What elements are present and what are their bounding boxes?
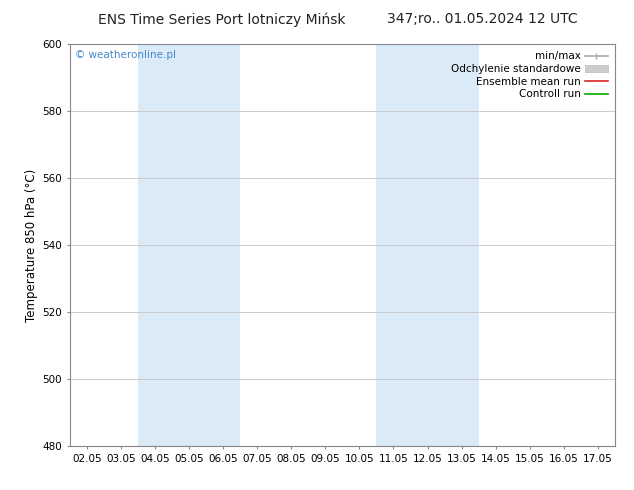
Bar [377, 44, 479, 446]
Text: © weatheronline.pl: © weatheronline.pl [75, 50, 176, 60]
Text: 347;ro.. 01.05.2024 12 UTC: 347;ro.. 01.05.2024 12 UTC [387, 12, 577, 26]
Legend: min/max, Odchylenie standardowe, Ensemble mean run, Controll run: min/max, Odchylenie standardowe, Ensembl… [449, 49, 610, 101]
Bar [138, 44, 240, 446]
Text: ENS Time Series Port lotniczy Mińsk: ENS Time Series Port lotniczy Mińsk [98, 12, 346, 27]
Y-axis label: Temperature 850 hPa (°C): Temperature 850 hPa (°C) [25, 169, 38, 321]
